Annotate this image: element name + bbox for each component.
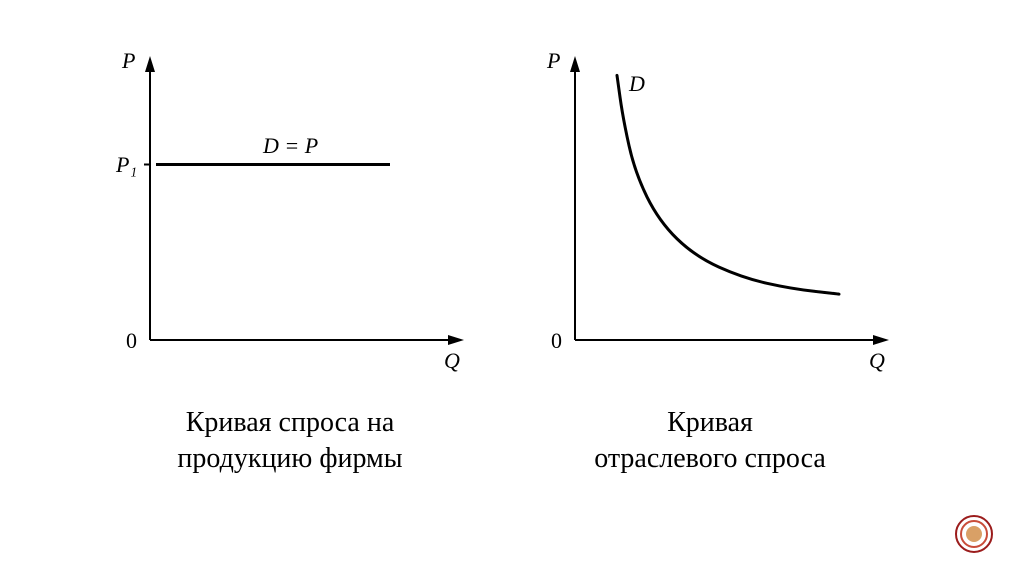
x-axis-label: Q (444, 348, 460, 374)
figure-container: { "figure": { "background_color": "#ffff… (0, 0, 1024, 574)
p1-tick-label: P₁ (116, 152, 137, 178)
caption-text: Кривая спроса на (186, 407, 395, 438)
caption-text: продукцию фирмы (177, 443, 402, 474)
origin-label: 0 (551, 328, 562, 354)
x-axis-label: Q (869, 348, 885, 374)
demand-line-label: D = P (263, 133, 318, 159)
left-chart-caption: Кривая спроса на продукцию фирмы (130, 405, 450, 478)
demand-curve-label: D (629, 71, 645, 97)
left-chart: P Q 0 P₁ D = P (110, 50, 470, 380)
demand-curve (617, 75, 839, 294)
caption-text: Кривая (667, 407, 753, 438)
right-chart-caption: Кривая отраслевого спроса (540, 405, 880, 478)
chart-svg (535, 50, 895, 380)
caption-text: отраслевого спроса (594, 443, 826, 474)
y-axis-arrow-icon (145, 56, 155, 72)
right-chart: P Q 0 D (535, 50, 895, 380)
y-axis-label: P (547, 48, 560, 74)
x-axis-arrow-icon (448, 335, 464, 345)
x-axis-arrow-icon (873, 335, 889, 345)
origin-label: 0 (126, 328, 137, 354)
y-axis-label: P (122, 48, 135, 74)
chart-svg (110, 50, 470, 380)
slide-decor-icon (954, 514, 994, 554)
y-axis-arrow-icon (570, 56, 580, 72)
